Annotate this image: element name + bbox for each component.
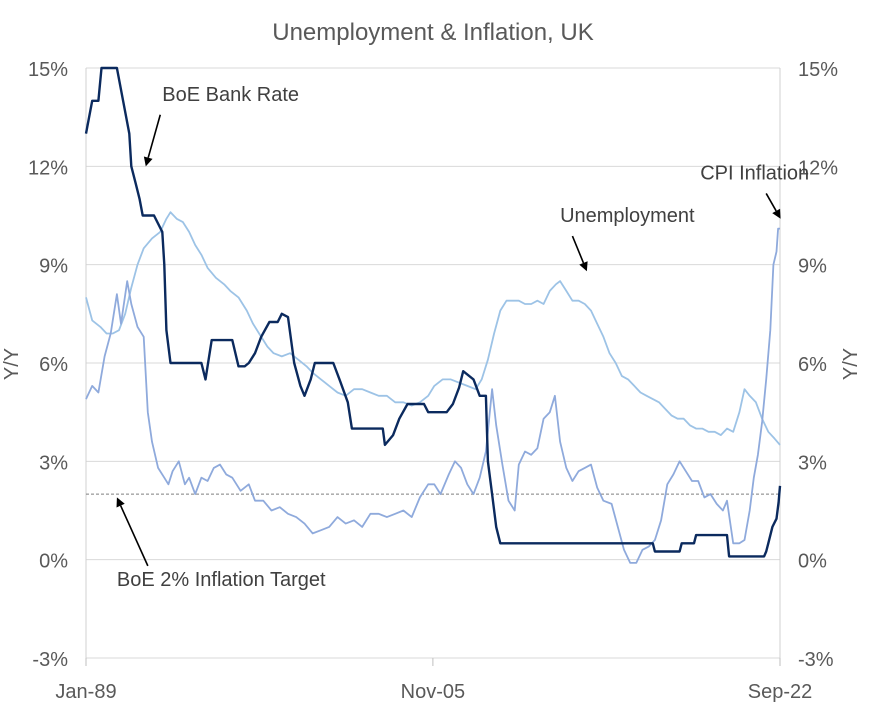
x-tick-label-0: Jan-89 — [55, 681, 116, 703]
annotation-label-bank-rate: BoE Bank Rate — [162, 84, 299, 106]
x-tick-label-1: Nov-05 — [401, 681, 465, 703]
annotation-arrowhead-bank-rate — [143, 156, 153, 167]
y-tick-label-right-4: 9% — [798, 256, 827, 278]
chart-title: Unemployment & Inflation, UK — [272, 19, 593, 46]
annotation-arrowhead-target — [116, 497, 125, 508]
y-tick-label-left-1: 0% — [39, 551, 68, 573]
y-tick-label-left-6: 15% — [28, 59, 68, 81]
y-axis-title-right: Y/Y — [840, 348, 862, 380]
y-axis-title-left: Y/Y — [1, 348, 23, 380]
y-tick-label-right-2: 3% — [798, 452, 827, 474]
y-tick-label-left-4: 9% — [39, 256, 68, 278]
y-tick-label-left-0: -3% — [32, 649, 68, 671]
annotation-label-unemployment: Unemployment — [560, 205, 695, 227]
y-tick-label-right-5: 12% — [798, 157, 838, 179]
series-line-bank-rate — [84, 66, 782, 558]
y-tick-label-right-6: 15% — [798, 59, 838, 81]
axes — [85, 68, 781, 666]
annotation-label-cpi: CPI Inflation — [700, 162, 809, 184]
y-tick-label-right-0: -3% — [798, 649, 834, 671]
annotation-arrow-cpi — [765, 193, 777, 212]
annotation-arrowhead-unemployment — [579, 261, 588, 272]
y-tick-label-left-2: 3% — [39, 452, 68, 474]
series-line-unemployment — [85, 211, 781, 446]
annotation-arrow-unemployment — [571, 235, 585, 264]
tick-labels: -3% -3% 0% 0% 3% 3% 6% 6% 9% 9% 12% 12% 15% 15% Jan-89… — [28, 59, 838, 703]
annotation-arrowhead-cpi — [772, 208, 781, 219]
annotation-arrow-bank-rate — [147, 114, 162, 158]
x-tick-label-2: Sep-22 — [748, 681, 813, 703]
y-tick-label-right-3: 6% — [798, 354, 827, 376]
annotation-label-target: BoE 2% Inflation Target — [117, 569, 326, 591]
series-line-cpi — [85, 227, 780, 564]
y-tick-label-left-3: 6% — [39, 354, 68, 376]
series-lines — [84, 66, 782, 564]
annotation-arrow-target — [119, 505, 149, 567]
y-tick-label-left-5: 12% — [28, 157, 68, 179]
y-tick-label-right-1: 0% — [798, 551, 827, 573]
